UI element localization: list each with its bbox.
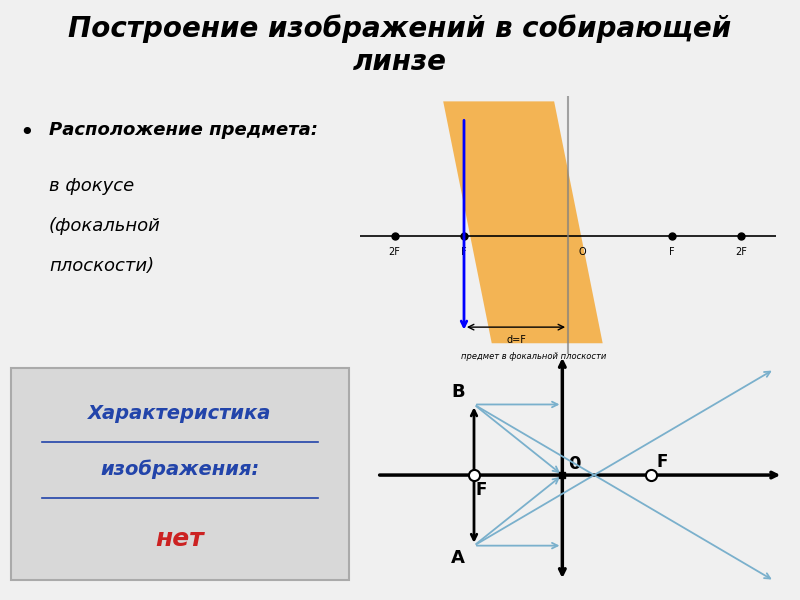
Text: в фокусе: в фокусе (49, 176, 134, 194)
Polygon shape (443, 101, 602, 343)
Text: F: F (476, 481, 487, 499)
Text: 2F: 2F (735, 247, 747, 257)
Text: (фокальной: (фокальной (49, 217, 161, 235)
Text: Расположение предмета:: Расположение предмета: (49, 121, 318, 139)
Text: Построение изображений в собирающей
линзе: Построение изображений в собирающей линз… (68, 14, 732, 76)
Text: d=F: d=F (506, 335, 526, 345)
Text: 0: 0 (569, 455, 581, 473)
Text: плоскости): плоскости) (49, 257, 154, 275)
Text: A: A (451, 549, 465, 567)
Text: нет: нет (156, 527, 204, 551)
Text: Характеристика: Характеристика (88, 404, 272, 423)
Text: F: F (669, 247, 675, 257)
Text: F: F (461, 247, 467, 257)
Text: O: O (578, 247, 586, 257)
Text: •: • (19, 121, 34, 145)
FancyBboxPatch shape (11, 368, 349, 580)
Text: предмет в фокальной плоскости: предмет в фокальной плоскости (461, 352, 606, 361)
Text: 2F: 2F (389, 247, 401, 257)
Text: B: B (451, 383, 465, 401)
Text: F: F (657, 452, 668, 470)
Text: изображения:: изображения: (101, 460, 259, 479)
